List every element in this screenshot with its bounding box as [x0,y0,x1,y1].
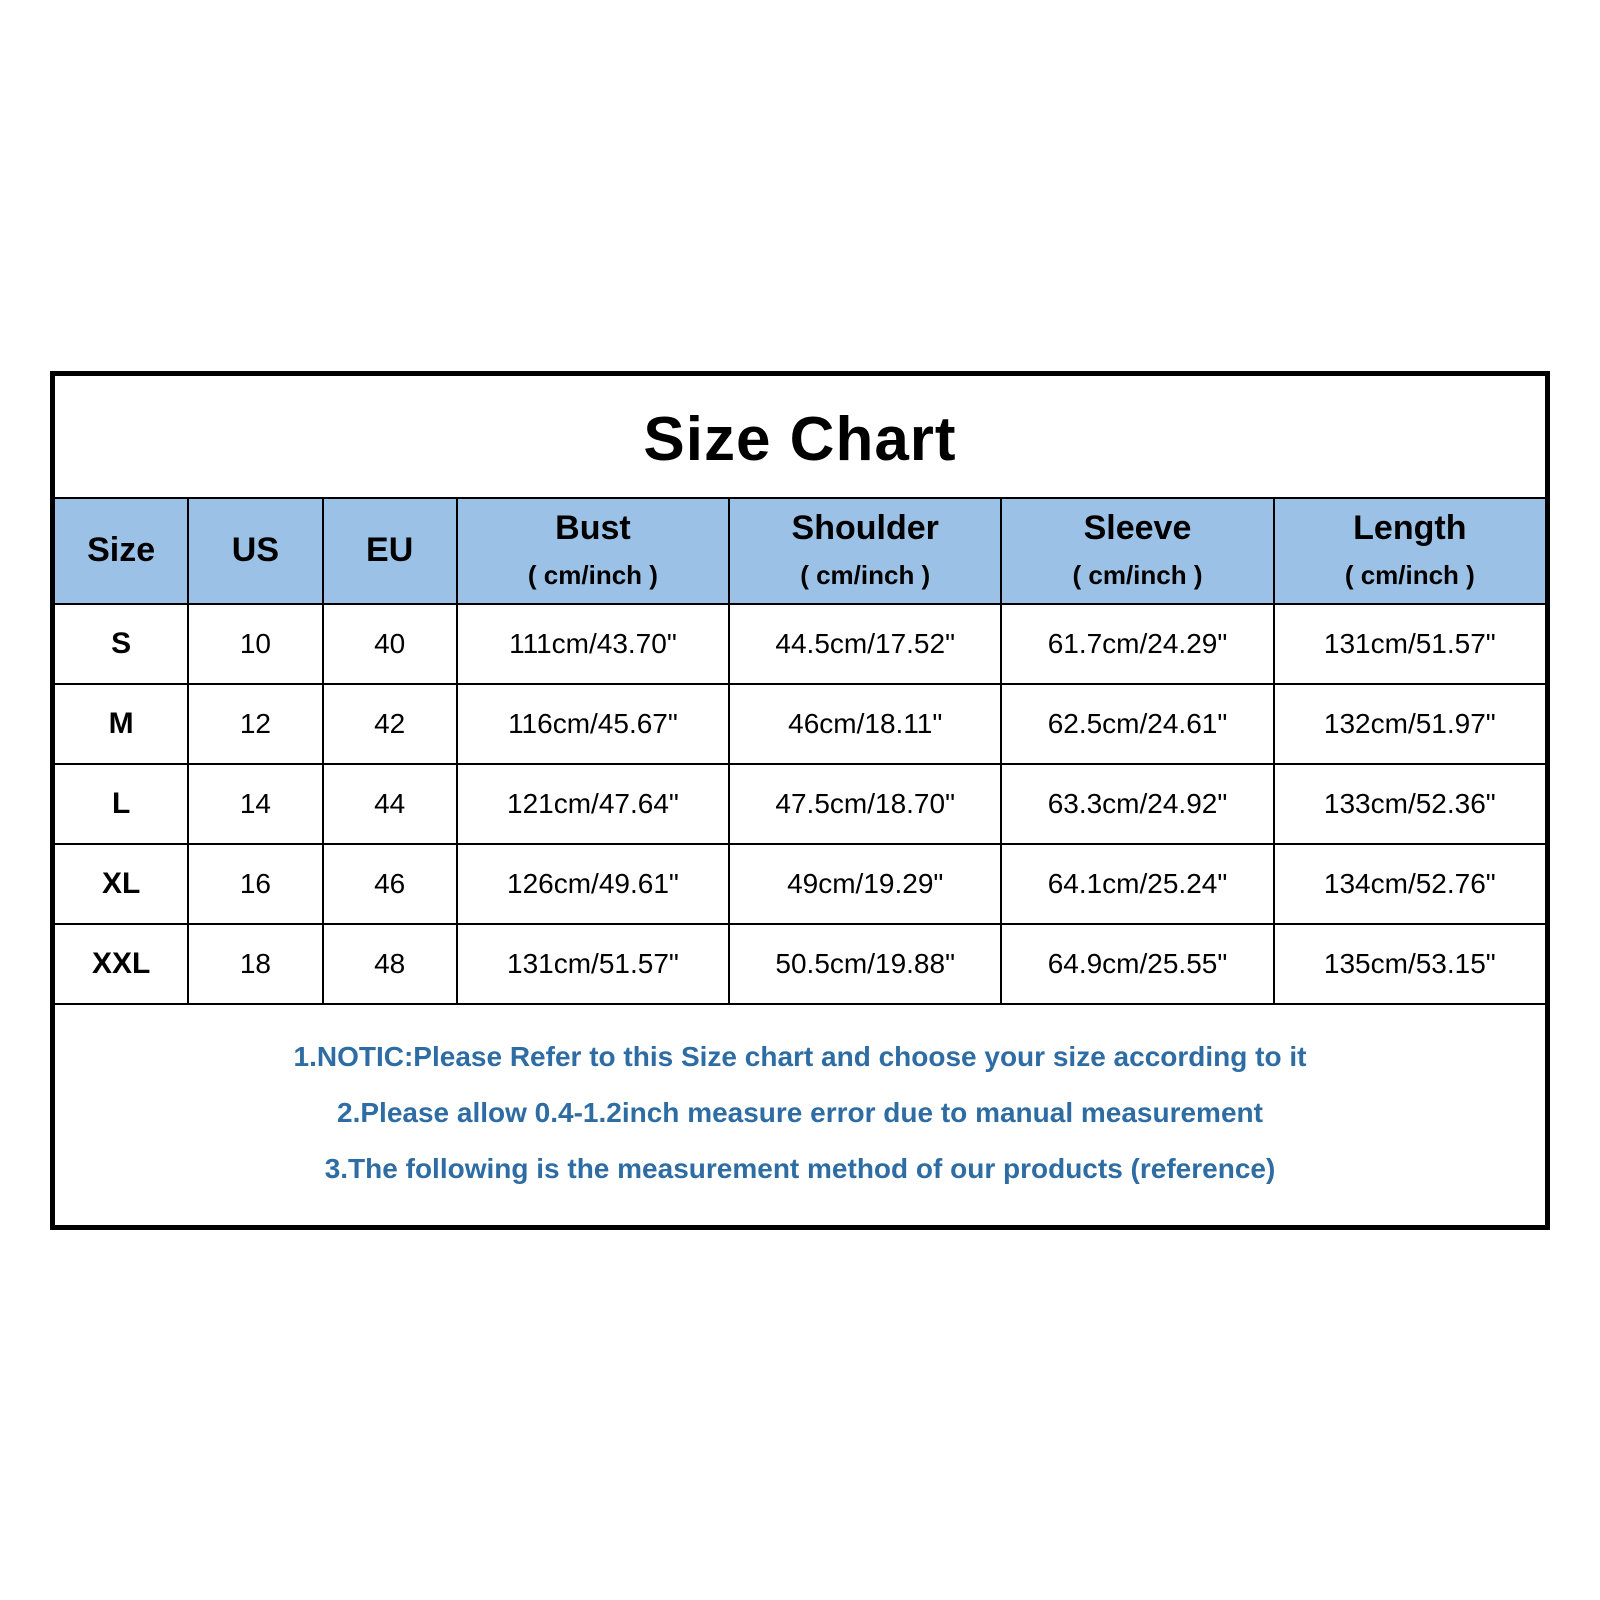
cell-eu: 44 [323,764,457,844]
size-chart-table: Size Chart Size US EU Bust Shoulder Slee… [53,374,1547,1227]
col-size: Size [54,498,188,604]
cell-us: 12 [188,684,322,764]
note-line: 2.Please allow 0.4-1.2inch measure error… [65,1085,1535,1141]
col-eu: EU [323,498,457,604]
cell-size: M [54,684,188,764]
table-row: M 12 42 116cm/45.67" 46cm/18.11" 62.5cm/… [54,684,1546,764]
unit-shoulder: ( cm/inch ) [729,554,1001,604]
col-length: Length [1274,498,1546,554]
cell-bust: 121cm/47.64" [457,764,729,844]
chart-title: Size Chart [643,405,956,474]
col-bust: Bust [457,498,729,554]
unit-sleeve: ( cm/inch ) [1001,554,1273,604]
cell-length: 133cm/52.36" [1274,764,1546,844]
cell-size: XXL [54,924,188,1004]
col-sleeve: Sleeve [1001,498,1273,554]
cell-length: 135cm/53.15" [1274,924,1546,1004]
table-row: L 14 44 121cm/47.64" 47.5cm/18.70" 63.3c… [54,764,1546,844]
cell-us: 16 [188,844,322,924]
note-line: 3.The following is the measurement metho… [65,1141,1535,1197]
cell-eu: 48 [323,924,457,1004]
cell-sleeve: 64.1cm/25.24" [1001,844,1273,924]
cell-size: XL [54,844,188,924]
cell-length: 132cm/51.97" [1274,684,1546,764]
chart-title-cell: Size Chart [54,375,1546,498]
cell-size: L [54,764,188,844]
table-row: XXL 18 48 131cm/51.57" 50.5cm/19.88" 64.… [54,924,1546,1004]
cell-us: 14 [188,764,322,844]
cell-bust: 116cm/45.67" [457,684,729,764]
cell-eu: 40 [323,604,457,684]
col-shoulder: Shoulder [729,498,1001,554]
cell-bust: 111cm/43.70" [457,604,729,684]
cell-size: S [54,604,188,684]
cell-bust: 126cm/49.61" [457,844,729,924]
cell-shoulder: 49cm/19.29" [729,844,1001,924]
cell-sleeve: 64.9cm/25.55" [1001,924,1273,1004]
note-line: 1.NOTIC:Please Refer to this Size chart … [65,1029,1535,1085]
cell-length: 131cm/51.57" [1274,604,1546,684]
cell-shoulder: 50.5cm/19.88" [729,924,1001,1004]
cell-us: 18 [188,924,322,1004]
cell-sleeve: 61.7cm/24.29" [1001,604,1273,684]
cell-bust: 131cm/51.57" [457,924,729,1004]
cell-sleeve: 63.3cm/24.92" [1001,764,1273,844]
table-row: S 10 40 111cm/43.70" 44.5cm/17.52" 61.7c… [54,604,1546,684]
col-us: US [188,498,322,604]
unit-length: ( cm/inch ) [1274,554,1546,604]
cell-eu: 42 [323,684,457,764]
table-row: XL 16 46 126cm/49.61" 49cm/19.29" 64.1cm… [54,844,1546,924]
size-chart-card: Size Chart Size US EU Bust Shoulder Slee… [50,371,1550,1230]
unit-bust: ( cm/inch ) [457,554,729,604]
header-row-top: Size US EU Bust Shoulder Sleeve Length [54,498,1546,554]
notes-cell: 1.NOTIC:Please Refer to this Size chart … [54,1004,1546,1226]
cell-us: 10 [188,604,322,684]
cell-shoulder: 46cm/18.11" [729,684,1001,764]
cell-sleeve: 62.5cm/24.61" [1001,684,1273,764]
cell-eu: 46 [323,844,457,924]
cell-shoulder: 47.5cm/18.70" [729,764,1001,844]
cell-shoulder: 44.5cm/17.52" [729,604,1001,684]
cell-length: 134cm/52.76" [1274,844,1546,924]
